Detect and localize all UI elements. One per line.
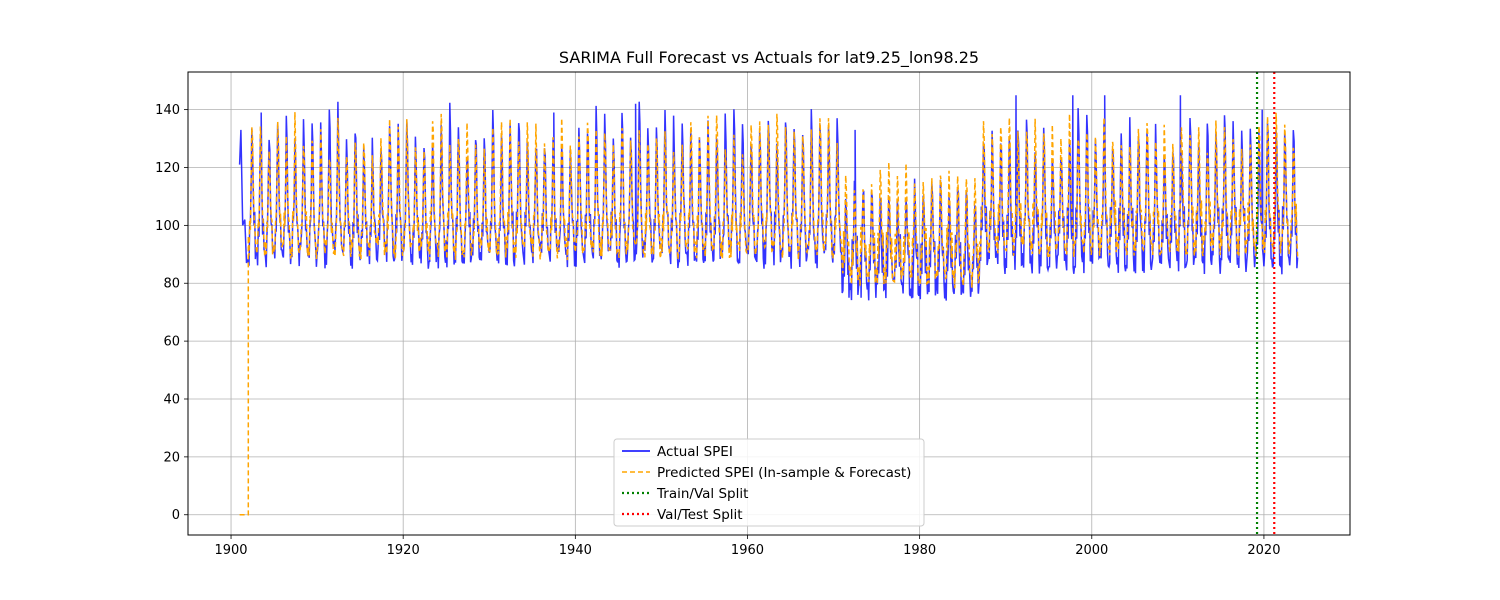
legend-item: Predicted SPEI (In-sample & Forecast): [622, 465, 911, 481]
y-tick-label: 0: [172, 508, 180, 523]
legend-label: Actual SPEI: [657, 444, 733, 460]
series-line-predicted-spei: [239, 111, 1299, 516]
chart-title: SARIMA Full Forecast vs Actuals for lat9…: [559, 48, 979, 68]
legend: Actual SPEI Predicted SPEI (In-sample & F…: [613, 438, 925, 527]
legend-label: Train/Val Split: [656, 486, 748, 502]
y-tick-label: 120: [155, 161, 180, 176]
x-tick-label: 1980: [903, 543, 936, 558]
x-tick-label: 1960: [731, 543, 764, 558]
legend-item: Train/Val Split: [622, 486, 748, 502]
ticks-layer: 1900 1920 1940 1960 1980 2000 2020 0 20 40 60 80 100…: [155, 103, 1280, 558]
legend-item: Actual SPEI: [622, 444, 733, 460]
legend-label: Val/Test Split: [657, 507, 743, 523]
legend-item: Val/Test Split: [622, 507, 743, 523]
plot-frame: [187, 71, 1351, 536]
x-tick-label: 2000: [1075, 543, 1108, 558]
series-line-actual-spei: [238, 95, 1299, 301]
y-tick-label: 100: [155, 219, 180, 234]
y-tick-label: 60: [163, 335, 180, 350]
y-tick-label: 40: [163, 392, 180, 407]
x-tick-label: 1920: [387, 543, 420, 558]
y-tick-label: 20: [163, 450, 180, 465]
series-layer: [238, 72, 1299, 535]
legend-label: Predicted SPEI (In-sample & Forecast): [657, 465, 911, 481]
y-tick-label: 140: [155, 103, 180, 118]
x-tick-label: 1900: [214, 543, 247, 558]
x-tick-label: 2020: [1247, 543, 1280, 558]
y-tick-label: 80: [163, 277, 180, 292]
legend-box: [613, 438, 925, 527]
x-tick-label: 1940: [559, 543, 592, 558]
